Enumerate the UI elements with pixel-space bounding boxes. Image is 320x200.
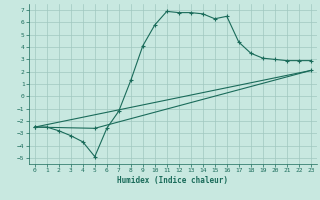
X-axis label: Humidex (Indice chaleur): Humidex (Indice chaleur)	[117, 176, 228, 185]
